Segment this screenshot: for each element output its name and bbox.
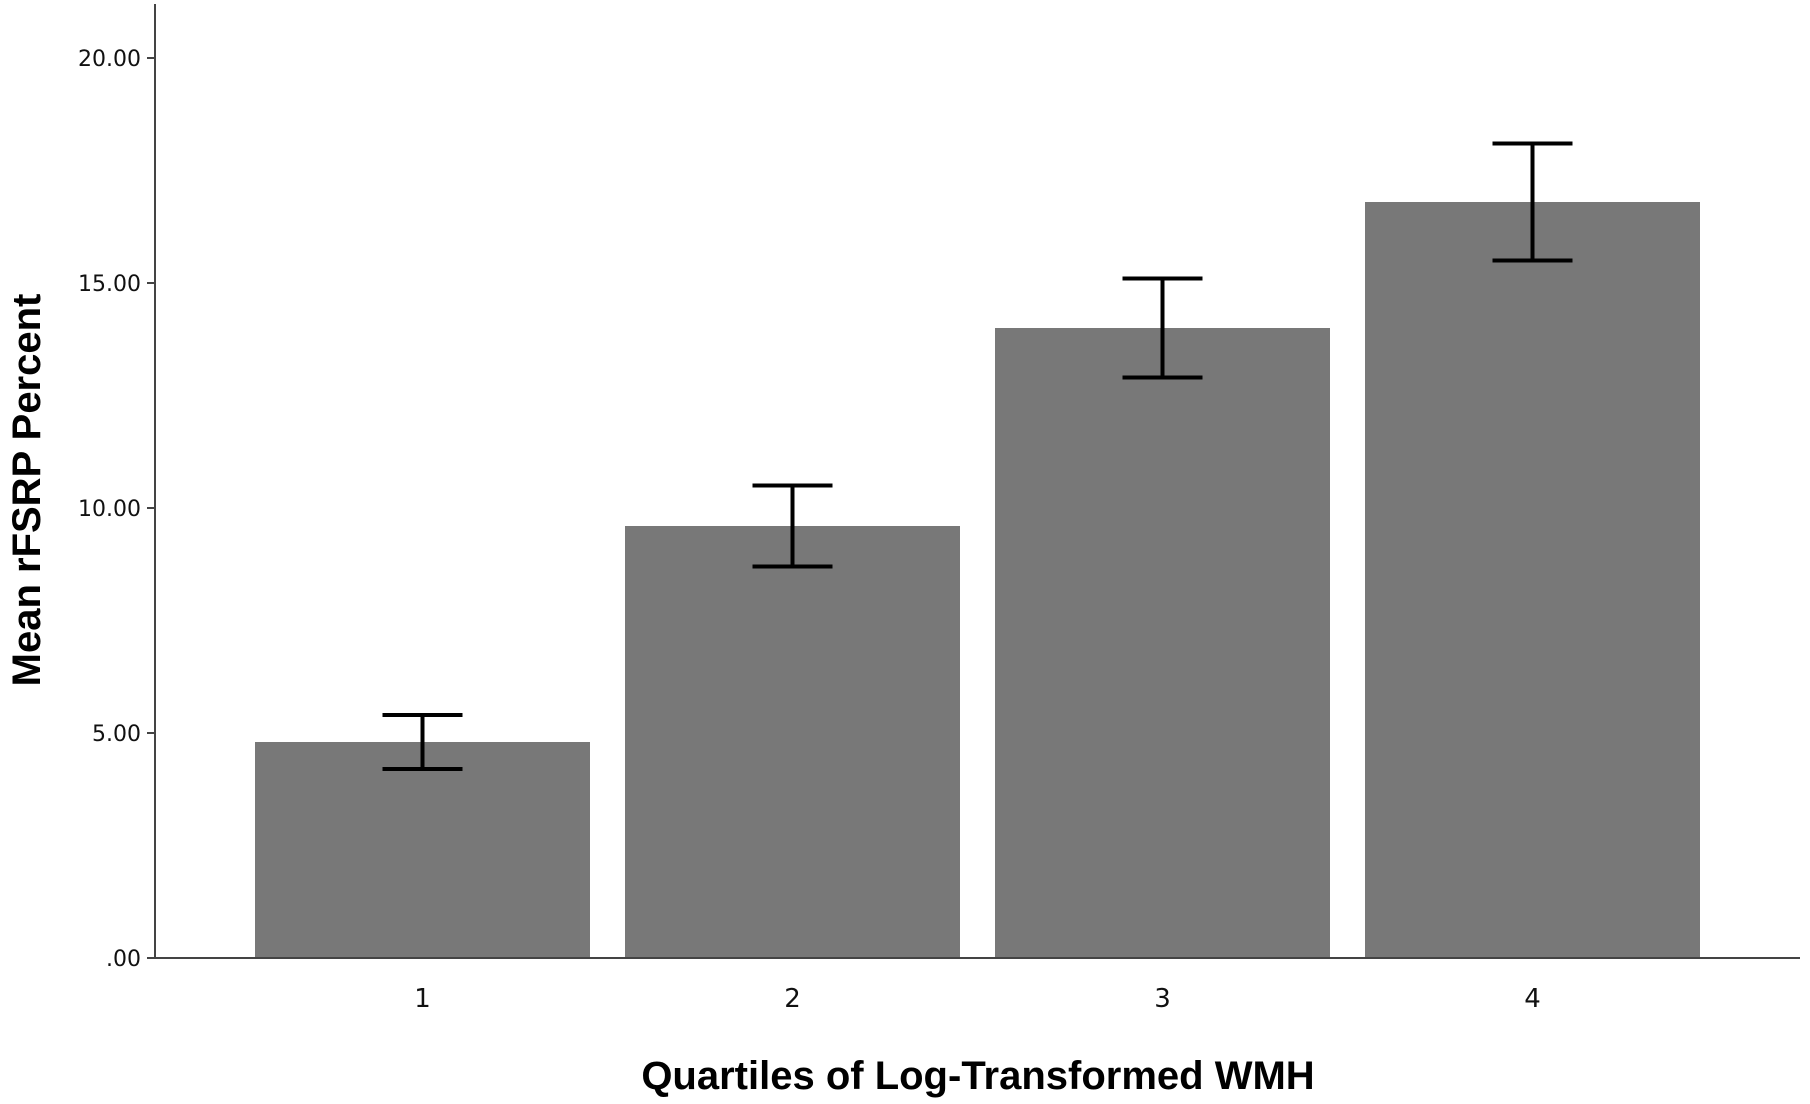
y-tick-label: 10.00 xyxy=(78,497,141,522)
y-axis-title: Mean rFSRP Percent xyxy=(5,294,49,687)
y-tick-label: .00 xyxy=(106,947,141,972)
bar-3 xyxy=(995,328,1330,958)
error-bar-3 xyxy=(1122,276,1203,380)
bar-2 xyxy=(625,526,960,958)
bar-4 xyxy=(1365,202,1700,958)
x-tick-label-3: 3 xyxy=(1154,984,1171,1014)
x-tick-label-4: 4 xyxy=(1524,984,1541,1014)
error-bar-2 xyxy=(752,483,833,569)
y-tick-label: 15.00 xyxy=(78,272,141,297)
error-bar-1 xyxy=(382,713,463,771)
x-tick-labels: 1 2 3 4 xyxy=(414,984,1541,1014)
x-axis-title: Quartiles of Log-Transformed WMH xyxy=(641,1054,1314,1098)
x-tick-label-2: 2 xyxy=(784,984,801,1014)
bar-1 xyxy=(255,742,590,958)
bars-layer xyxy=(255,202,1700,958)
y-tick-label: 5.00 xyxy=(92,722,141,747)
axes-layer xyxy=(154,4,1800,959)
error-bars-layer xyxy=(382,141,1573,771)
x-tick-label-1: 1 xyxy=(414,984,431,1014)
error-bar-4 xyxy=(1492,141,1573,263)
y-tick-labels: .00 5.00 10.00 15.00 20.00 xyxy=(78,47,155,972)
y-tick-label: 20.00 xyxy=(78,47,141,72)
